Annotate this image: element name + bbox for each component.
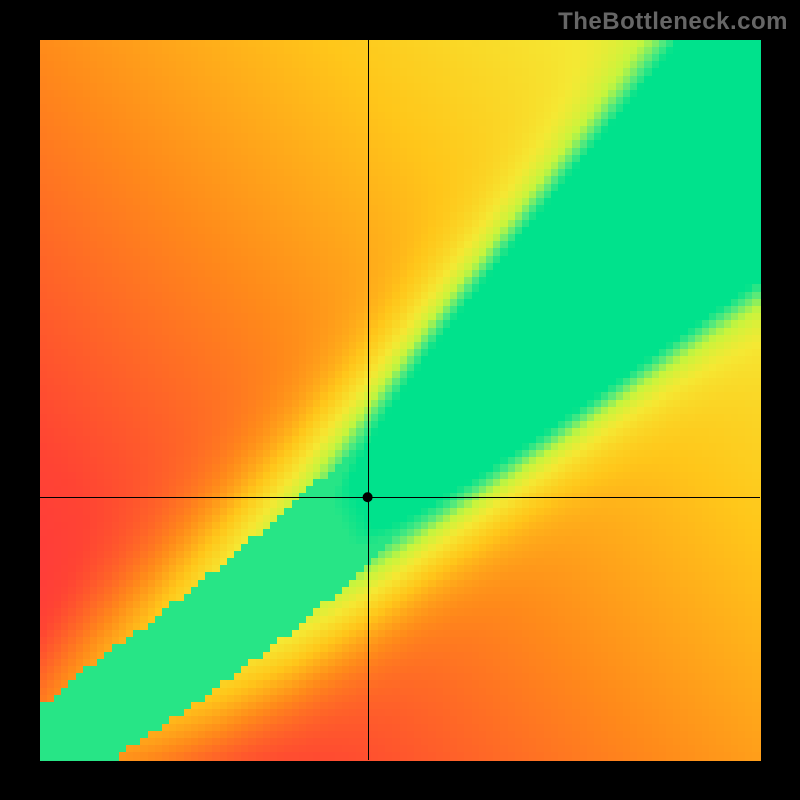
chart-container: TheBottleneck.com <box>0 0 800 800</box>
heatmap-canvas <box>0 0 800 800</box>
watermark-text: TheBottleneck.com <box>558 8 788 36</box>
